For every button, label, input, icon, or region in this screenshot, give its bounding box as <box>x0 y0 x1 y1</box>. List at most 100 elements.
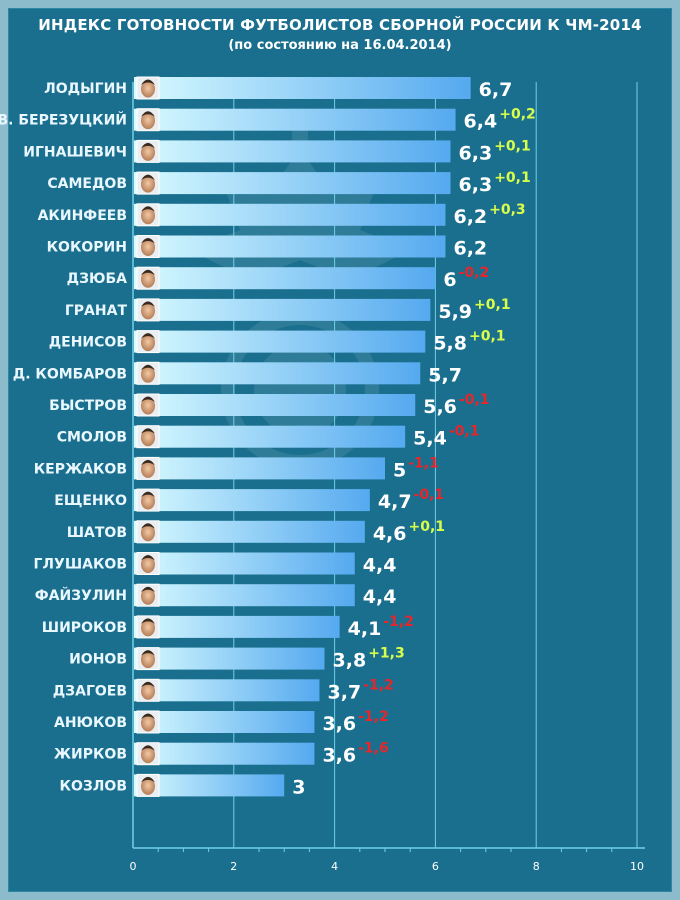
change-label: -1,2 <box>363 677 394 693</box>
player-name-label: ЕЩЕНКО <box>54 493 127 509</box>
bar <box>134 298 431 321</box>
player-avatar <box>136 647 160 671</box>
change-label: -1,2 <box>358 709 389 725</box>
player-name-label: СМОЛОВ <box>57 430 127 446</box>
bar <box>134 774 285 797</box>
value-label: 5,7 <box>428 364 462 386</box>
bar-row: ФАЙЗУЛИН 4,4 <box>35 583 396 608</box>
player-name-label: АНЮКОВ <box>54 715 127 731</box>
value-label: 3,6 <box>322 745 356 767</box>
bar-row: ШАТОВ 4,6 +0,1 <box>67 519 445 545</box>
bar-row: ЖИРКОВ 3,6 -1,6 <box>54 741 389 767</box>
player-name-label: ГРАНАТ <box>65 303 128 319</box>
player-avatar <box>136 393 160 417</box>
bar-row: КОЗЛОВ 3 <box>60 773 305 798</box>
chart-title: ИНДЕКС ГОТОВНОСТИ ФУТБОЛИСТОВ СБОРНОЙ РО… <box>38 16 642 34</box>
bar-row: СМОЛОВ 5,4 -0,1 <box>57 424 480 450</box>
bar <box>134 362 421 385</box>
player-avatar <box>136 203 160 227</box>
player-name-label: БЫСТРОВ <box>49 398 127 414</box>
player-avatar <box>136 488 160 512</box>
bar-row: АКИНФЕЕВ 6,2 +0,3 <box>38 202 526 228</box>
change-label: +0,1 <box>469 329 506 345</box>
value-label: 4,6 <box>373 523 407 545</box>
player-name-label: ЖИРКОВ <box>54 747 127 763</box>
player-name-label: ШАТОВ <box>67 525 127 541</box>
bar <box>134 235 446 258</box>
change-label: +0,1 <box>494 170 531 186</box>
bar-row: ШИРОКОВ 4,1 -1,2 <box>42 614 414 640</box>
player-avatar <box>136 76 160 100</box>
value-label: 4,1 <box>348 618 382 640</box>
player-avatar <box>136 678 160 702</box>
x-tick-label: 8 <box>533 860 540 873</box>
value-label: 6,3 <box>459 174 493 196</box>
value-label: 6,2 <box>453 238 487 260</box>
change-label: +0,2 <box>499 107 536 123</box>
player-avatar <box>136 615 160 639</box>
value-label: 6 <box>443 269 456 291</box>
change-label: +0,1 <box>409 519 446 535</box>
value-label: 4,7 <box>378 491 412 513</box>
player-name-label: ЛОДЫГИН <box>44 81 127 97</box>
bar <box>134 647 325 670</box>
player-avatar <box>136 583 160 607</box>
bar <box>134 203 446 226</box>
value-label: 6,3 <box>459 142 493 164</box>
bar <box>134 615 340 638</box>
bar <box>134 742 315 765</box>
bar <box>134 140 451 163</box>
bar <box>134 267 436 290</box>
bar-row: ДЗЮБА 6 -0,2 <box>67 265 490 291</box>
bar <box>134 489 370 512</box>
bar <box>134 457 385 480</box>
value-label: 3,8 <box>333 650 367 672</box>
value-label: 6,4 <box>464 111 498 133</box>
player-avatar <box>136 298 160 322</box>
player-name-label: КЕРЖАКОВ <box>34 461 127 477</box>
player-avatar <box>136 330 160 354</box>
value-label: 5 <box>393 459 406 481</box>
player-name-label: КОКОРИН <box>47 240 127 256</box>
player-avatar <box>136 742 160 766</box>
bar-row: Д. КОМБАРОВ 5,7 <box>13 361 462 386</box>
x-tick-label: 4 <box>331 860 338 873</box>
change-label: +0,1 <box>494 138 531 154</box>
value-label: 5,9 <box>438 301 472 323</box>
player-name-label: Д. КОМБАРОВ <box>13 366 127 382</box>
bar-row: БЫСТРОВ 5,6 -0,1 <box>49 392 489 418</box>
change-label: -1,2 <box>383 614 414 630</box>
player-name-label: АКИНФЕЕВ <box>38 208 127 224</box>
player-name-label: ДЕНИСОВ <box>49 335 127 351</box>
change-label: +1,3 <box>368 646 405 662</box>
player-avatar <box>136 266 160 290</box>
player-name-label: САМЕДОВ <box>47 176 127 192</box>
player-name-label: ГЛУШАКОВ <box>34 557 128 573</box>
bar-row: ИОНОВ 3,8 +1,3 <box>69 646 405 672</box>
player-name-label: ДЗЮБА <box>67 271 128 287</box>
player-name-label: ИГНАШЕВИЧ <box>23 144 127 160</box>
player-avatar <box>136 139 160 163</box>
player-avatar <box>136 710 160 734</box>
bar-row: ДЕНИСОВ 5,8 +0,1 <box>49 329 506 355</box>
bar-row: АНЮКОВ 3,6 -1,2 <box>54 709 389 735</box>
bar <box>134 679 320 702</box>
player-name-label: ИОНОВ <box>69 652 127 668</box>
bar-row: КОКОРИН 6,2 <box>47 235 487 260</box>
bar <box>134 77 471 99</box>
bar <box>134 394 416 416</box>
x-tick-label: 10 <box>630 860 644 873</box>
change-label: -0,1 <box>459 392 490 408</box>
player-avatar <box>136 171 160 195</box>
bar-row: ЛОДЫГИН 6,7 <box>44 76 512 101</box>
bar <box>134 552 355 575</box>
bar-row: САМЕДОВ 6,3 +0,1 <box>47 170 530 196</box>
player-avatar <box>136 108 160 132</box>
value-label: 3 <box>292 776 305 798</box>
bar <box>134 711 315 733</box>
bar-row: КЕРЖАКОВ 5 -1,1 <box>34 455 439 481</box>
bar <box>134 520 365 543</box>
value-label: 5,8 <box>433 333 467 355</box>
change-label: +0,1 <box>474 297 511 313</box>
